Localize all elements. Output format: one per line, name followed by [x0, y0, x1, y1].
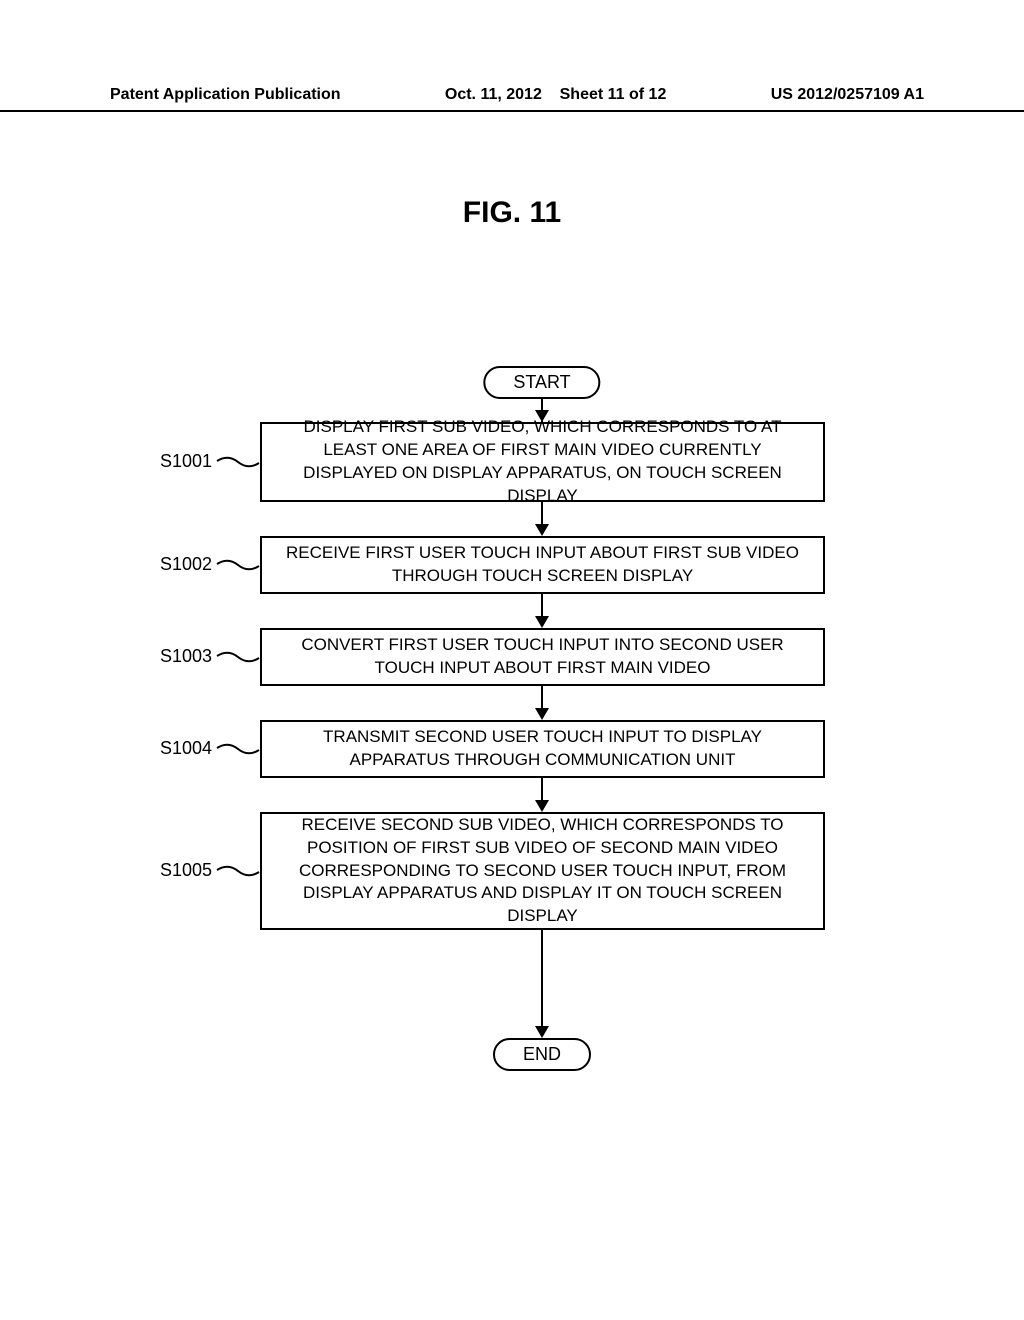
step-label: S1003: [160, 646, 212, 667]
header-right: US 2012/0257109 A1: [771, 86, 924, 104]
process-box: RECEIVE FIRST USER TOUCH INPUT ABOUT FIR…: [260, 536, 825, 594]
terminator-start: START: [483, 366, 600, 399]
process-box: DISPLAY FIRST SUB VIDEO, WHICH CORRESPON…: [260, 422, 825, 502]
page: Patent Application Publication Oct. 11, …: [0, 0, 1024, 1320]
page-header: Patent Application Publication Oct. 11, …: [0, 86, 1024, 112]
leader-curve: [216, 558, 256, 572]
leader-curve: [216, 455, 256, 469]
process-box: TRANSMIT SECOND USER TOUCH INPUT TO DISP…: [260, 720, 825, 778]
leader-curve: [216, 742, 256, 756]
header-mid: Oct. 11, 2012 Sheet 11 of 12: [445, 86, 666, 104]
step-label: S1002: [160, 554, 212, 575]
header-left: Patent Application Publication: [110, 86, 341, 104]
leader-curve: [216, 650, 256, 664]
leader-curve: [216, 864, 256, 878]
header-date: Oct. 11, 2012: [445, 86, 542, 103]
process-box: CONVERT FIRST USER TOUCH INPUT INTO SECO…: [260, 628, 825, 686]
header-sheet: Sheet 11 of 12: [560, 86, 667, 103]
terminator-end: END: [493, 1038, 591, 1071]
process-box: RECEIVE SECOND SUB VIDEO, WHICH CORRESPO…: [260, 812, 825, 930]
step-label: S1005: [160, 860, 212, 881]
step-label: S1004: [160, 738, 212, 759]
step-label: S1001: [160, 451, 212, 472]
figure-label: FIG. 11: [463, 196, 561, 230]
